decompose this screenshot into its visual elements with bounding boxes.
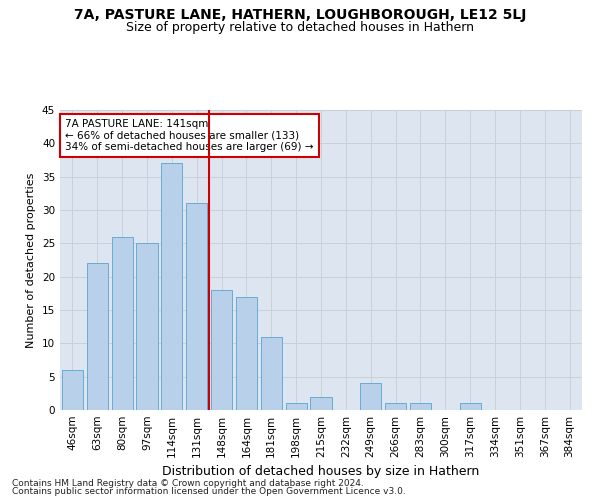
X-axis label: Distribution of detached houses by size in Hathern: Distribution of detached houses by size … [163, 466, 479, 478]
Bar [136, 244, 158, 410]
Bar [186, 204, 207, 410]
Bar [261, 336, 282, 410]
Bar [87, 264, 108, 410]
Bar [460, 404, 481, 410]
Bar [161, 164, 182, 410]
Y-axis label: Number of detached properties: Number of detached properties [26, 172, 37, 348]
Bar [410, 404, 431, 410]
Text: 7A PASTURE LANE: 141sqm
← 66% of detached houses are smaller (133)
34% of semi-d: 7A PASTURE LANE: 141sqm ← 66% of detache… [65, 119, 314, 152]
Bar [211, 290, 232, 410]
Bar [112, 236, 133, 410]
Bar [62, 370, 83, 410]
Bar [286, 404, 307, 410]
Text: 7A, PASTURE LANE, HATHERN, LOUGHBOROUGH, LE12 5LJ: 7A, PASTURE LANE, HATHERN, LOUGHBOROUGH,… [74, 8, 526, 22]
Bar [310, 396, 332, 410]
Text: Contains HM Land Registry data © Crown copyright and database right 2024.: Contains HM Land Registry data © Crown c… [12, 478, 364, 488]
Bar [236, 296, 257, 410]
Text: Contains public sector information licensed under the Open Government Licence v3: Contains public sector information licen… [12, 487, 406, 496]
Bar [360, 384, 381, 410]
Bar [385, 404, 406, 410]
Text: Size of property relative to detached houses in Hathern: Size of property relative to detached ho… [126, 21, 474, 34]
